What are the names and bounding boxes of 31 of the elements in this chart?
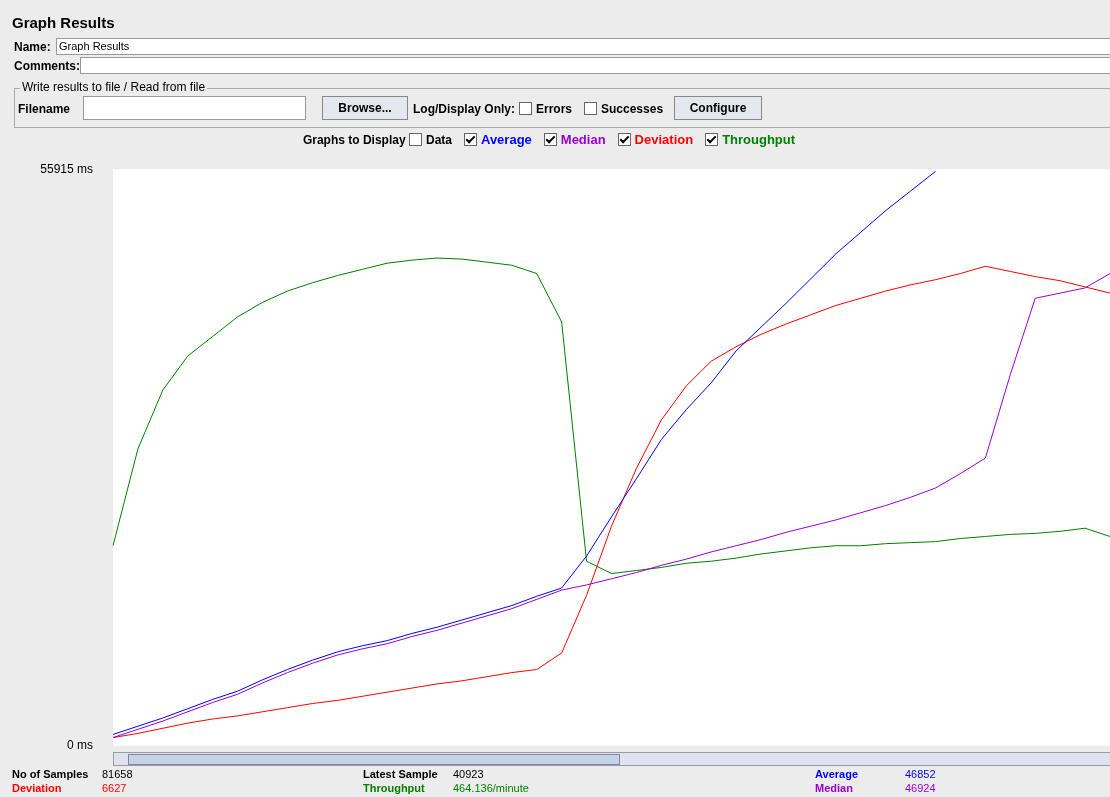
chart-title: Graph Results: [12, 14, 115, 31]
text: 46924: [905, 782, 936, 794]
text: 464.136/minute: [453, 782, 529, 794]
text: 81658: [102, 768, 133, 780]
text: Latest Sample: [363, 768, 438, 780]
text: Average: [815, 768, 859, 780]
text: Average: [480, 132, 532, 147]
y-tick-label: 55915 ms: [40, 161, 93, 176]
text: No of Samples: [12, 768, 89, 780]
text: Successes: [600, 102, 664, 116]
text: Configure: [674, 96, 762, 120]
text: Median: [815, 782, 853, 794]
text: Throughput: [363, 782, 425, 794]
text: Deviation: [12, 782, 62, 794]
text: Deviation: [634, 132, 694, 147]
text: 6627: [102, 782, 127, 794]
text: 46852: [905, 768, 936, 780]
text: 40923: [453, 768, 484, 780]
text: Errors: [535, 102, 573, 116]
text: Throughput: [722, 132, 796, 147]
text: Comments:: [14, 59, 81, 73]
text: Median: [560, 132, 606, 147]
legend-title: Graphs to Display: [302, 133, 406, 147]
text: Data: [424, 133, 452, 147]
text: Graph Results: [59, 40, 130, 52]
text: Browse...: [322, 96, 408, 120]
text: Filename: [18, 102, 71, 116]
text: Name:: [14, 40, 51, 54]
y-tick-label: 0 ms: [66, 738, 93, 753]
text: Write results to file / Read from file: [20, 80, 208, 94]
text: Log/Display Only:: [413, 102, 516, 116]
